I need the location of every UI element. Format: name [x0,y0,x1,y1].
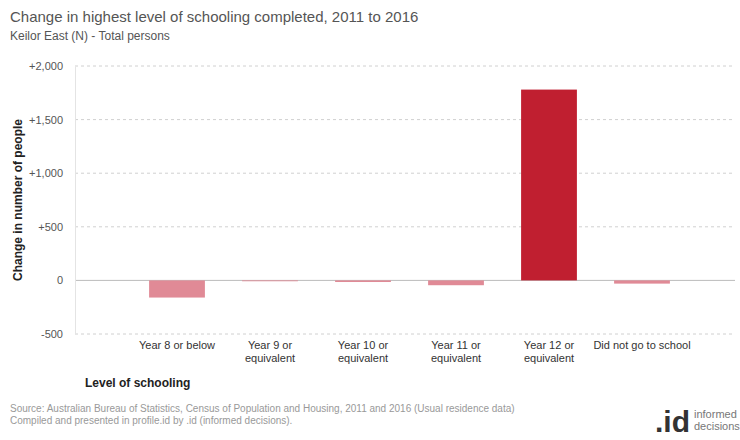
y-tick-label: +1,500 [29,114,63,126]
x-tick: Did not go to school [593,338,690,351]
x-axis: Year 8 or below Year 9 orequivalent Year 1… [131,338,691,364]
bar [149,280,205,297]
x-tick: Year 10 orequivalent [338,338,389,364]
source: Source: Australian Bureau of Statistics,… [10,403,515,414]
title: Change in highest level of schooling com… [10,8,418,25]
grid-line [75,226,735,227]
y-tick: +1,000 [29,167,75,179]
grid-line [75,173,735,174]
y-tick: -500 [41,328,75,340]
y-tick: +2,000 [29,60,75,72]
y-tick-label: +1,000 [29,167,63,179]
y-tick-label: -500 [41,328,63,340]
x-tick-label: Year 10 orequivalent [338,339,389,364]
y-tick-label: +500 [38,221,63,233]
bar [428,280,484,285]
x-axis-title: Level of schooling [85,376,190,390]
x-tick-label: Year 12 orequivalent [524,339,575,364]
source: Compiled and presented in profile.id by … [10,415,292,426]
bar [335,280,391,282]
logo-text: informed [694,408,737,420]
y-tick: +500 [38,221,75,233]
x-tick: Year 12 orequivalent [524,338,575,364]
y-tick-label: 0 [57,274,63,286]
y-tick-label: +2,000 [29,60,63,72]
grid-line [75,334,735,335]
logo-mark: .id [655,405,690,438]
x-tick-label: Did not go to school [593,339,690,351]
y-tick: 0 [57,274,75,286]
grid-line [75,66,735,67]
x-tick-label: Year 11 orequivalent [431,339,481,364]
bar [614,280,670,283]
x-tick: Year 11 orequivalent [431,338,481,364]
bars [149,90,670,298]
x-tick: Year 8 or below [139,338,215,351]
x-tick-label: Year 8 or below [139,339,215,351]
grid [75,66,735,334]
y-axis: -500 0 +500 +1,000 +1,500 +2,000 [29,60,75,340]
grid-line [75,119,735,120]
y-axis-line [75,67,76,335]
y-tick: +1,500 [29,114,75,126]
x-tick-label: Year 9 orequivalent [245,339,295,364]
bar [242,280,298,282]
subtitle: Keilor East (N) - Total persons [10,29,170,43]
y-axis-title: Change in number of people [11,119,25,281]
bar [521,90,577,281]
logo-text: decisions [694,420,740,432]
x-tick: Year 9 orequivalent [245,338,295,364]
